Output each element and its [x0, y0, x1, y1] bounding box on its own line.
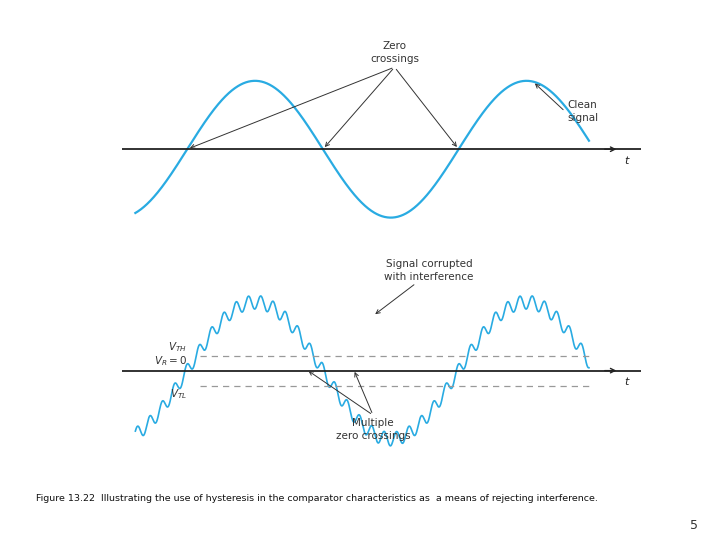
Text: $V_{TH}$: $V_{TH}$	[168, 340, 187, 354]
Text: Figure 13.22  Illustrating the use of hysteresis in the comparator characteristi: Figure 13.22 Illustrating the use of hys…	[36, 494, 598, 503]
Text: $t$: $t$	[624, 375, 630, 387]
Text: Multiple
zero crossings: Multiple zero crossings	[336, 418, 410, 441]
Text: Zero
crossings: Zero crossings	[370, 42, 419, 64]
Text: Clean
signal: Clean signal	[567, 100, 598, 123]
Text: $V_R = 0$: $V_R = 0$	[154, 354, 187, 368]
Text: 5: 5	[690, 519, 698, 532]
Text: Signal corrupted
with interference: Signal corrupted with interference	[384, 259, 474, 282]
Text: $V_{TL}$: $V_{TL}$	[170, 387, 187, 401]
Text: $t$: $t$	[624, 154, 630, 166]
